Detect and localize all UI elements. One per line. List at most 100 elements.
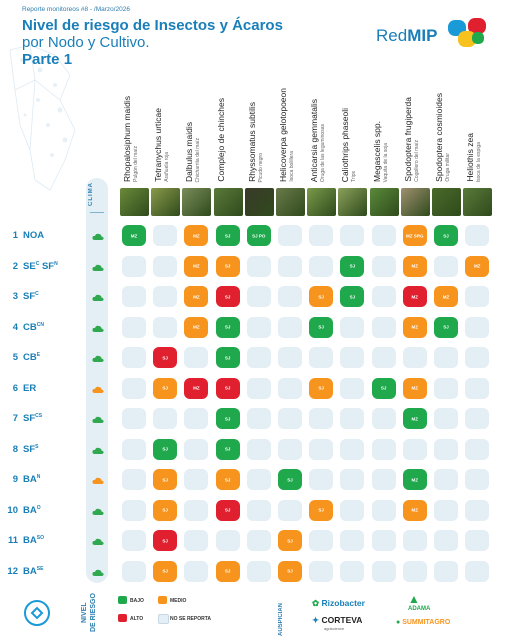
risk-cell xyxy=(122,438,146,460)
risk-cell: SJ xyxy=(215,316,240,338)
risk-cell xyxy=(309,560,334,582)
risk-cell xyxy=(371,469,396,490)
risk-cell xyxy=(215,530,240,551)
node-name: NOA xyxy=(23,230,45,242)
node-name: BA xyxy=(23,535,37,547)
species-name: Spodoptera cosmioides xyxy=(434,93,444,182)
risk-cell xyxy=(371,530,396,551)
species-common-name: Isoca bolillera xyxy=(289,151,295,182)
species-photo xyxy=(244,188,274,216)
risk-cell xyxy=(371,499,396,521)
risk-cell xyxy=(184,560,209,582)
redmip-logo: RedMIP xyxy=(376,18,496,52)
logo-text: RedMIP xyxy=(376,26,438,45)
species-common-name: Isoca de la espiga xyxy=(476,141,483,182)
node-sup: S xyxy=(35,443,39,450)
risk-cell: SJ xyxy=(153,469,178,490)
risk-cell xyxy=(122,286,146,307)
risk-cell: SJ xyxy=(153,530,178,551)
risk-cell xyxy=(309,438,334,460)
node-sup: N xyxy=(36,474,41,480)
risk-cell xyxy=(246,377,271,399)
risk-cell xyxy=(465,560,490,582)
risk-cell xyxy=(184,499,209,521)
cloud-icon xyxy=(92,294,104,301)
crop-code: SJ xyxy=(287,477,293,482)
footer-logo-icon xyxy=(24,600,50,626)
risk-cell xyxy=(122,469,146,490)
risk-cell xyxy=(340,347,365,368)
crop-code: SJ xyxy=(162,568,168,574)
node-label: 9 BAN xyxy=(4,474,84,490)
risk-cell xyxy=(465,225,490,246)
crop-code: SJ xyxy=(224,355,231,360)
crop-code: SJ xyxy=(162,538,168,543)
node-number: 5 xyxy=(12,352,18,364)
node-label: 4 CBCN xyxy=(4,322,84,338)
node-number: 12 xyxy=(7,565,18,577)
crop-code: SJ xyxy=(224,263,231,269)
crop-code: SJ xyxy=(380,385,387,391)
crop-code: MZ SRG xyxy=(406,233,424,238)
risk-cell xyxy=(371,438,396,460)
risk-cell: SJ xyxy=(278,560,302,582)
crop-code: MZ xyxy=(193,294,200,299)
cloud-icon xyxy=(92,264,104,271)
logo-dots-icon xyxy=(448,18,486,47)
column-header: Megascelis spp. Vaquita de la soja xyxy=(370,64,400,182)
risk-cell xyxy=(371,347,396,368)
crop-code: SJ xyxy=(224,507,231,513)
node-number: 10 xyxy=(7,504,18,516)
corteva-icon: ✦ xyxy=(312,615,320,625)
node-sup: O xyxy=(36,504,41,511)
risk-cell xyxy=(278,377,302,399)
risk-cell xyxy=(309,225,334,246)
node-name: BA xyxy=(23,504,37,516)
cloud-icon xyxy=(92,538,104,545)
node-label: 5 CBE xyxy=(4,352,84,368)
risk-cell: SJ xyxy=(309,286,334,307)
node-label: 6 ER xyxy=(4,383,84,399)
node-name: SF xyxy=(23,443,36,455)
node-name: SF xyxy=(23,291,36,303)
risk-cell: MZ xyxy=(434,286,458,307)
column-header: Spodoptera frugiperda Cogollero del maíz xyxy=(401,64,431,182)
species-common-name: Arañuela roja xyxy=(164,152,171,182)
risk-cell: SJ xyxy=(215,469,240,490)
node-number: 11 xyxy=(7,535,18,547)
summit-icon: ● xyxy=(396,619,401,626)
node-label: 2 SEC SFN xyxy=(4,261,84,277)
sponsor-summit: ● SUMMITAGRO xyxy=(396,619,451,626)
risk-cell: SJ xyxy=(153,438,178,460)
risk-cell xyxy=(340,316,365,338)
risk-cell xyxy=(246,408,271,429)
risk-cell xyxy=(122,408,146,429)
column-header: Heliothis zea Isoca de la espiga xyxy=(463,64,493,182)
column-header: Complejo de chinches xyxy=(214,64,244,182)
column-header: Tetranychus urticae Arañuela roja xyxy=(151,64,181,182)
crop-code: SJ xyxy=(224,324,231,330)
clima-label: CLIMA xyxy=(88,182,94,206)
risk-cell xyxy=(465,469,490,490)
risk-cell xyxy=(309,347,334,368)
risk-cell xyxy=(465,347,490,368)
risk-cell: SJ xyxy=(215,560,240,582)
crop-code: SJ xyxy=(349,294,356,299)
risk-cell xyxy=(434,560,458,582)
node-label: 11 BASO xyxy=(4,535,84,551)
page-title-part: Parte 1 xyxy=(22,51,73,68)
risk-cell xyxy=(122,499,146,521)
crop-code: MZ xyxy=(442,294,450,299)
crop-code: SJ xyxy=(224,477,231,482)
risk-cell xyxy=(434,377,458,399)
legend-swatch-alto xyxy=(118,614,127,622)
corteva-sub: agriscience xyxy=(324,626,345,631)
crop-code: SJ xyxy=(287,568,293,574)
crop-code: SJ xyxy=(224,294,231,299)
risk-cell xyxy=(278,316,302,338)
legend-medio: MEDIO xyxy=(170,598,187,604)
node-name: CB xyxy=(23,321,37,333)
species-photo xyxy=(338,188,368,216)
species-photo xyxy=(463,188,493,216)
crop-code: SJ xyxy=(224,385,231,391)
